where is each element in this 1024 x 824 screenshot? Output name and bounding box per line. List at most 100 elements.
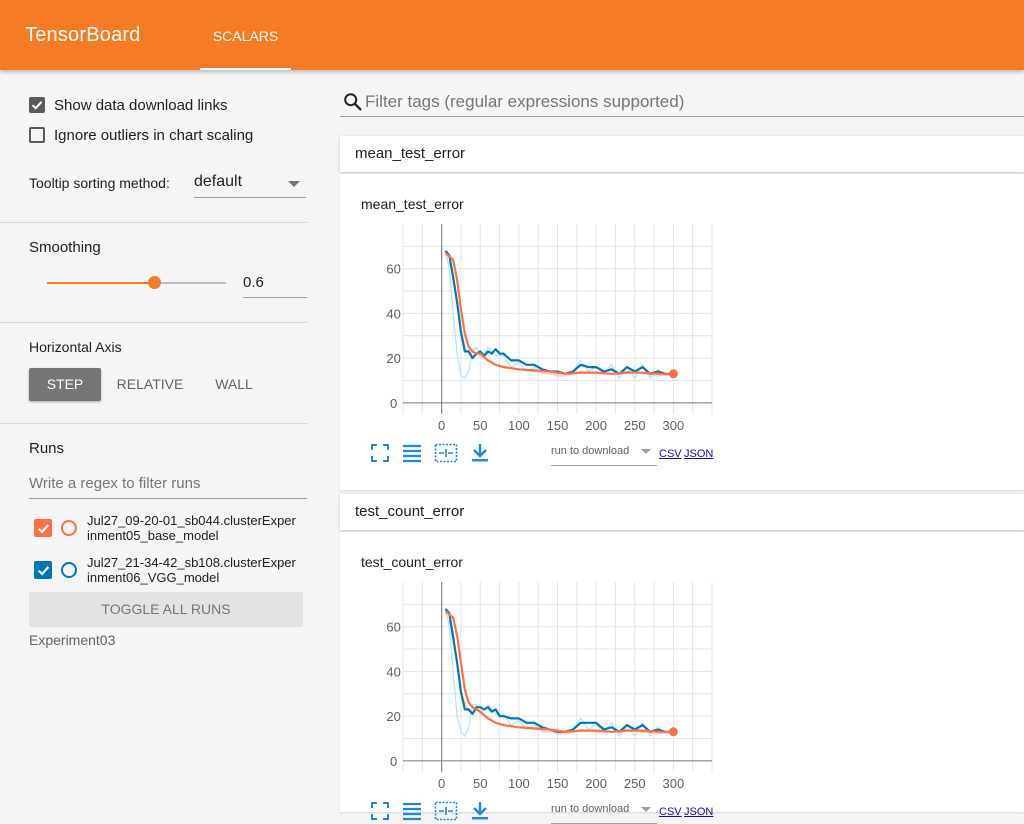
line-chart[interactable]: 0 50 100 150 200 250 300 0 20 40 60 — [340, 572, 730, 802]
log-scale-icon[interactable] — [402, 801, 422, 821]
x-tick-label: 50 — [473, 776, 487, 791]
y-tick-label: 40 — [386, 306, 400, 321]
fit-to-data-icon[interactable] — [370, 443, 390, 463]
smoothing-slider-thumb[interactable] — [148, 276, 162, 289]
show-download-links-toggle[interactable]: Show data download links — [29, 94, 227, 116]
smoothing-title: Smoothing — [29, 239, 101, 256]
run-color-circle-icon — [61, 520, 77, 536]
tag-filter-placeholder: Filter tags (regular expressions support… — [365, 92, 685, 111]
series-end-point — [668, 369, 678, 379]
run-to-download-select[interactable]: run to download — [551, 801, 657, 824]
run-label: Jul27_21-34-42_sb108.clusterExper inment… — [87, 555, 296, 585]
checkbox-checked-icon[interactable] — [29, 97, 45, 113]
chart-title: mean_test_error — [361, 196, 464, 212]
smoothing-slider-fill — [47, 282, 155, 284]
series-line — [444, 250, 674, 375]
chart-title: test_count_error — [361, 554, 463, 570]
chart-toolbar: run to download CSV JSON — [370, 801, 750, 824]
run-checkbox-checked-icon[interactable] — [34, 561, 52, 579]
y-tick-label: 20 — [386, 709, 400, 724]
y-tick-label: 40 — [386, 664, 400, 679]
download-icon[interactable] — [470, 443, 490, 463]
x-tick-label: 150 — [547, 418, 569, 433]
series-end-point — [668, 727, 678, 737]
download-icon[interactable] — [470, 801, 490, 821]
sidebar: Show data download links Ignore outliers… — [0, 70, 307, 812]
show-download-links-label: Show data download links — [54, 96, 228, 114]
axis-step-button[interactable]: STEP — [29, 368, 101, 401]
tooltip-sorting-value: default — [194, 173, 243, 190]
series-line — [444, 250, 674, 379]
run-item[interactable]: Jul27_09-20-01_sb044.clusterExper inment… — [34, 511, 307, 545]
tag-filter-input[interactable]: Filter tags (regular expressions support… — [340, 88, 1024, 117]
x-tick-label: 300 — [663, 418, 685, 433]
x-tick-label: 250 — [624, 418, 646, 433]
download-json-link[interactable]: JSON — [684, 448, 714, 460]
tag-group-header[interactable]: test_count_error — [340, 494, 1024, 530]
tab-scalars[interactable]: SCALARS — [200, 0, 291, 70]
x-tick-label: 250 — [624, 776, 646, 791]
axis-relative-button[interactable]: RELATIVE — [116, 376, 184, 392]
x-tick-label: 100 — [508, 418, 530, 433]
tooltip-sorting-label: Tooltip sorting method: — [29, 175, 170, 191]
line-chart[interactable]: 0 50 100 150 200 250 300 0 20 40 60 — [340, 214, 730, 444]
run-to-download-label: run to download — [551, 803, 630, 815]
experiment-name: Experiment03 — [29, 632, 116, 648]
dropdown-arrow-icon — [288, 181, 300, 187]
series-line — [444, 608, 674, 733]
dropdown-arrow-icon — [641, 449, 651, 454]
dropdown-arrow-icon — [641, 807, 651, 812]
x-tick-label: 200 — [585, 776, 607, 791]
run-item[interactable]: Jul27_21-34-42_sb108.clusterExper inment… — [34, 553, 307, 587]
sidebar-divider — [0, 222, 307, 223]
axis-wall-button[interactable]: WALL — [215, 376, 253, 392]
y-tick-label: 60 — [386, 262, 400, 277]
run-filter-input[interactable]: Write a regex to filter runs — [29, 473, 307, 499]
run-to-download-select[interactable]: run to download — [551, 443, 657, 466]
tab-scalars-label: SCALARS — [212, 28, 279, 44]
runs-title: Runs — [29, 440, 65, 457]
download-csv-link[interactable]: CSV — [659, 806, 682, 818]
series-line — [444, 610, 674, 733]
y-tick-label: 0 — [390, 396, 397, 411]
series-line — [444, 252, 674, 375]
log-scale-icon[interactable] — [402, 443, 422, 463]
chart-card: mean_test_error 0 50 100 150 200 250 300 0 20 40 6… — [340, 174, 1024, 490]
sidebar-divider — [0, 423, 307, 424]
sidebar-divider — [0, 322, 307, 323]
x-tick-label: 0 — [438, 418, 445, 433]
run-label: Jul27_09-20-01_sb044.clusterExper inment… — [87, 513, 296, 543]
zoom-region-icon[interactable] — [434, 801, 458, 821]
x-tick-label: 150 — [547, 776, 569, 791]
app-brand: TensorBoard — [25, 24, 141, 46]
zoom-region-icon[interactable] — [434, 443, 458, 463]
horizontal-axis-title: Horizontal Axis — [29, 339, 122, 355]
x-tick-label: 300 — [663, 776, 685, 791]
download-csv-link[interactable]: CSV — [659, 448, 682, 460]
ignore-outliers-label: Ignore outliers in chart scaling — [54, 126, 254, 144]
y-tick-label: 60 — [386, 620, 400, 635]
smoothing-slider[interactable] — [47, 276, 226, 289]
tooltip-sorting-select[interactable]: default — [194, 171, 306, 198]
tag-group-header[interactable]: mean_test_error — [340, 136, 1024, 172]
y-tick-label: 0 — [390, 754, 397, 769]
download-json-link[interactable]: JSON — [684, 806, 714, 818]
chart-toolbar: run to download CSV JSON — [370, 443, 750, 466]
run-color-circle-icon — [61, 562, 77, 578]
x-tick-label: 50 — [473, 418, 487, 433]
top-app-bar: TensorBoard SCALARS — [0, 0, 1024, 70]
y-tick-label: 20 — [386, 351, 400, 366]
series-line — [444, 608, 674, 737]
fit-to-data-icon[interactable] — [370, 801, 390, 821]
tab-active-indicator — [200, 68, 291, 70]
x-tick-label: 200 — [585, 418, 607, 433]
x-tick-label: 0 — [438, 776, 445, 791]
toggle-all-runs-button[interactable]: TOGGLE ALL RUNS — [29, 592, 303, 627]
chart-card: test_count_error 0 50 100 150 200 250 300 0 20 40… — [340, 532, 1024, 824]
checkbox-unchecked-icon[interactable] — [29, 127, 45, 143]
x-tick-label: 100 — [508, 776, 530, 791]
run-to-download-label: run to download — [551, 445, 630, 457]
smoothing-value-input[interactable]: 0.6 — [243, 271, 307, 298]
run-checkbox-checked-icon[interactable] — [34, 519, 52, 537]
ignore-outliers-toggle[interactable]: Ignore outliers in chart scaling — [29, 124, 253, 146]
